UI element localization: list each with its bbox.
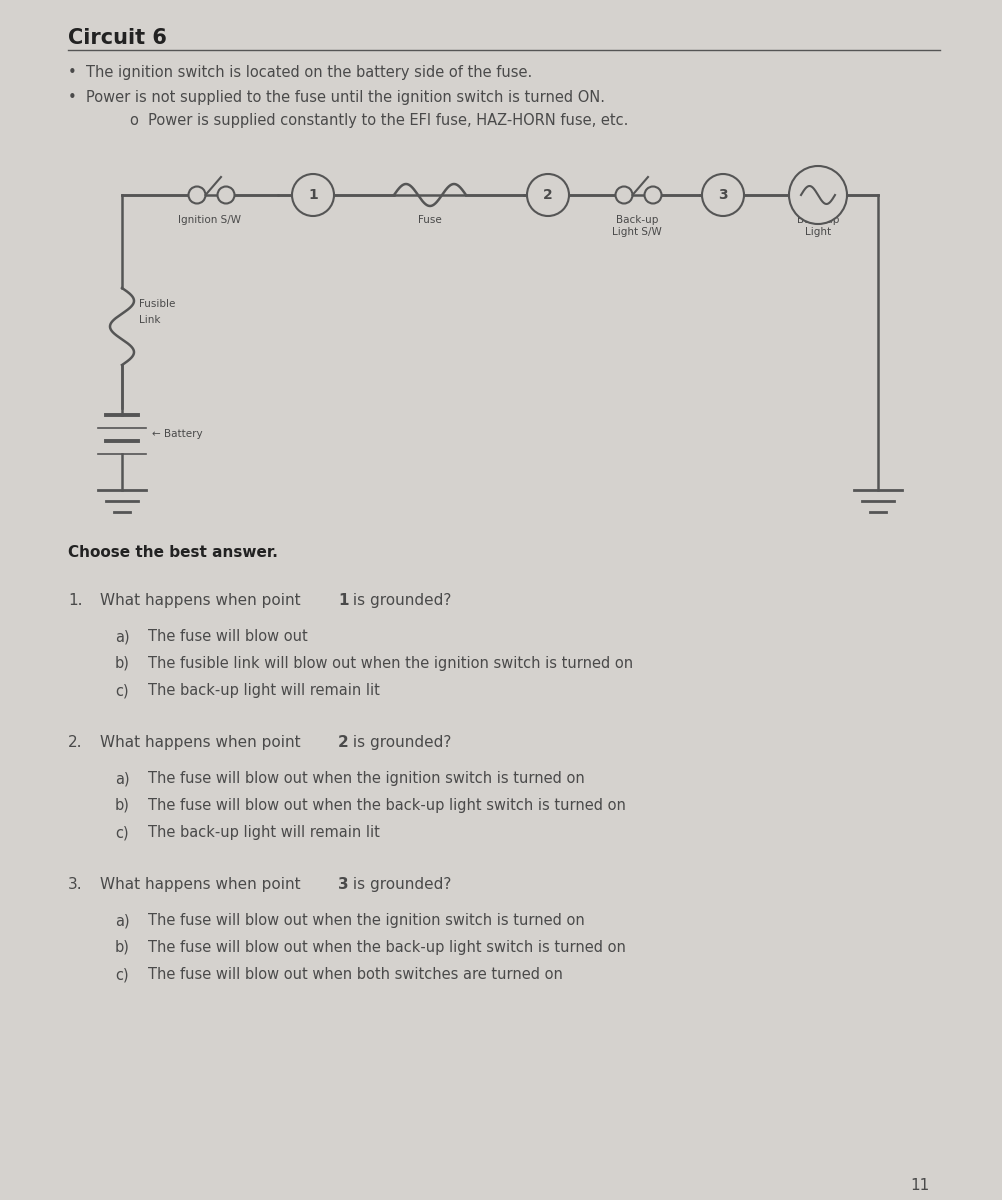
- Text: The back-up light will remain lit: The back-up light will remain lit: [148, 826, 380, 840]
- Text: b): b): [115, 940, 130, 955]
- Text: 2: 2: [543, 188, 553, 202]
- Text: The fuse will blow out: The fuse will blow out: [148, 629, 308, 644]
- Text: 1.: 1.: [68, 593, 82, 608]
- Text: The fuse will blow out when the back-up light switch is turned on: The fuse will blow out when the back-up …: [148, 940, 626, 955]
- Text: o  Power is supplied constantly to the EFI fuse, HAZ-HORN fuse, etc.: o Power is supplied constantly to the EF…: [130, 113, 628, 128]
- Text: What happens when point: What happens when point: [100, 593, 306, 608]
- Text: Link: Link: [139, 314, 160, 325]
- Text: is grounded?: is grounded?: [348, 877, 451, 892]
- Text: 2: 2: [338, 734, 349, 750]
- Circle shape: [702, 174, 744, 216]
- Text: b): b): [115, 798, 130, 814]
- Text: The fuse will blow out when the back-up light switch is turned on: The fuse will blow out when the back-up …: [148, 798, 626, 814]
- Text: c): c): [115, 967, 128, 982]
- Text: c): c): [115, 826, 128, 840]
- Text: What happens when point: What happens when point: [100, 877, 306, 892]
- Text: 3.: 3.: [68, 877, 82, 892]
- Text: 3: 3: [718, 188, 727, 202]
- Circle shape: [292, 174, 334, 216]
- Text: 11: 11: [911, 1178, 930, 1193]
- Text: ← Battery: ← Battery: [152, 428, 202, 439]
- Text: •  Power is not supplied to the fuse until the ignition switch is turned ON.: • Power is not supplied to the fuse unti…: [68, 90, 605, 104]
- Text: The fuse will blow out when the ignition switch is turned on: The fuse will blow out when the ignition…: [148, 770, 585, 786]
- Text: 1: 1: [338, 593, 349, 608]
- Text: b): b): [115, 656, 130, 671]
- Text: a): a): [115, 770, 129, 786]
- Circle shape: [789, 166, 847, 224]
- Text: Choose the best answer.: Choose the best answer.: [68, 545, 278, 560]
- Circle shape: [527, 174, 569, 216]
- Text: is grounded?: is grounded?: [348, 593, 451, 608]
- Text: Fusible: Fusible: [139, 299, 175, 308]
- Circle shape: [644, 186, 661, 204]
- Text: c): c): [115, 683, 128, 698]
- Text: The fuse will blow out when the ignition switch is turned on: The fuse will blow out when the ignition…: [148, 913, 585, 928]
- Text: The fusible link will blow out when the ignition switch is turned on: The fusible link will blow out when the …: [148, 656, 633, 671]
- Text: 3: 3: [338, 877, 349, 892]
- Circle shape: [188, 186, 205, 204]
- Text: Ignition S/W: Ignition S/W: [178, 215, 241, 226]
- Text: Circuit 6: Circuit 6: [68, 28, 167, 48]
- Text: •  The ignition switch is located on the battery side of the fuse.: • The ignition switch is located on the …: [68, 65, 532, 80]
- Text: a): a): [115, 913, 129, 928]
- Text: 2.: 2.: [68, 734, 82, 750]
- Text: 1: 1: [309, 188, 318, 202]
- Text: The fuse will blow out when both switches are turned on: The fuse will blow out when both switche…: [148, 967, 563, 982]
- Text: Fuse: Fuse: [418, 215, 442, 226]
- Text: a): a): [115, 629, 129, 644]
- Circle shape: [217, 186, 234, 204]
- Text: Back-up: Back-up: [616, 215, 658, 226]
- Text: is grounded?: is grounded?: [348, 734, 451, 750]
- Text: Back-up: Back-up: [797, 215, 840, 226]
- Text: Light: Light: [805, 227, 831, 236]
- Text: What happens when point: What happens when point: [100, 734, 306, 750]
- Circle shape: [615, 186, 632, 204]
- Text: Light S/W: Light S/W: [612, 227, 662, 236]
- Text: The back-up light will remain lit: The back-up light will remain lit: [148, 683, 380, 698]
